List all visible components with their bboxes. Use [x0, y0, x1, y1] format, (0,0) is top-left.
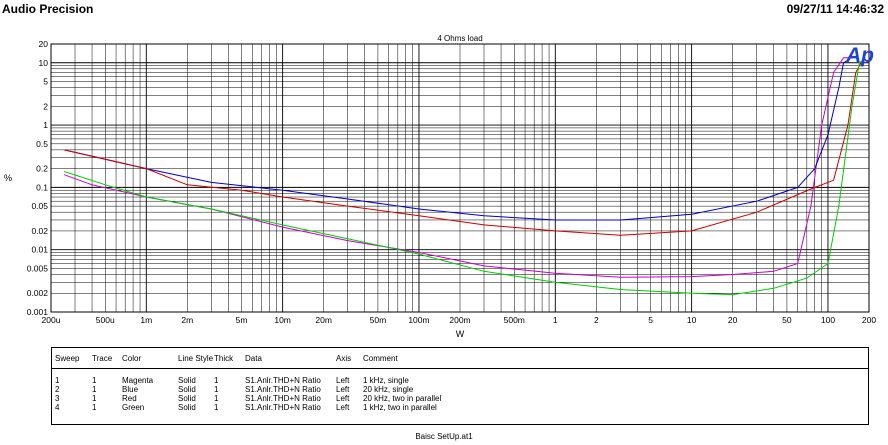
legend-cell: Color [122, 354, 142, 363]
ap-logo: Ap [845, 44, 874, 67]
legend-cell: Thick [214, 354, 234, 363]
legend-cell: Axis [336, 354, 352, 363]
legend-cell: 2 [55, 385, 60, 394]
legend-divider [52, 368, 868, 369]
legend-row: 1 1 Magenta Solid 1 S1.Anlr.THD+N Ratio Left 1 … [52, 376, 868, 386]
legend-cell: Green [122, 403, 145, 412]
legend-cell: Comment [363, 354, 398, 363]
x-tick-label: 50m [370, 315, 387, 325]
legend-cell: 20 kHz, single [363, 385, 414, 394]
legend-cell: 1 [92, 394, 97, 403]
series-line-4 [64, 59, 864, 296]
legend-table: Sweep Trace Color Line Style Thick Data Axis Co… [51, 347, 869, 425]
legend-cell: 1 kHz, single [363, 376, 409, 385]
y-tick-label: 0.2 [36, 164, 48, 174]
y-tick-label: 1 [43, 120, 48, 130]
legend-cell: 3 [55, 394, 60, 403]
x-tick-label: 200 [862, 315, 876, 325]
legend-cell: 1 [214, 403, 219, 412]
y-tick-label: 0.1 [36, 182, 48, 192]
x-tick-label: 200u [42, 315, 61, 325]
y-tick-label: 10 [39, 58, 49, 68]
legend-cell: Blue [122, 385, 139, 394]
app-title: Audio Precision [2, 2, 94, 16]
x-tick-label: 2m [181, 315, 193, 325]
legend-cell: Left [336, 385, 350, 394]
legend-header-row: Sweep Trace Color Line Style Thick Data Axis Co… [52, 354, 868, 364]
legend-cell: S1.Anlr.THD+N Ratio [245, 403, 321, 412]
legend-cell: Left [336, 403, 350, 412]
x-tick-label: 1 [553, 315, 558, 325]
tick-labels: 200u 500u 1m 2m 5m 10m 20m 50m 100m 200m 500m 1 2 5 10… [27, 39, 877, 325]
legend-cell: 1 [214, 376, 219, 385]
legend-cell: Red [122, 394, 137, 403]
x-tick-label: 20 [728, 315, 738, 325]
x-tick-label: 500m [504, 315, 525, 325]
y-tick-label: 0.005 [27, 263, 49, 273]
legend-cell: 1 [92, 385, 97, 394]
x-tick-label: 20m [315, 315, 332, 325]
y-tick-label: 20 [39, 39, 49, 49]
legend-cell: Trace [92, 354, 113, 363]
legend-cell: S1.Anlr.THD+N Ratio [245, 385, 321, 394]
chart-grid [50, 43, 870, 313]
y-tick-label: 2 [43, 101, 48, 111]
x-tick-label: 1m [140, 315, 152, 325]
legend-cell: 1 [214, 385, 219, 394]
x-tick-label: 2 [594, 315, 599, 325]
x-tick-label: 100m [408, 315, 429, 325]
legend-cell: Solid [178, 376, 196, 385]
x-tick-label: 10m [274, 315, 291, 325]
legend-cell: 1 [92, 403, 97, 412]
legend-cell: Solid [178, 394, 196, 403]
x-axis-label: W [456, 329, 465, 339]
series-line-2 [64, 59, 849, 221]
y-tick-label: 0.01 [31, 245, 48, 255]
legend-cell: 1 [214, 394, 219, 403]
legend-row: 2 1 Blue Solid 1 S1.Anlr.THD+N Ratio Left 20 kH… [52, 385, 868, 395]
series-line-3 [64, 62, 862, 236]
x-tick-label: 100 [821, 315, 835, 325]
thd-chart: 200u 500u 1m 2m 5m 10m 20m 50m 100m 200m 500m 1 2 5 10… [4, 34, 877, 339]
legend-row: 3 1 Red Solid 1 S1.Anlr.THD+N Ratio Left 20 kHz… [52, 394, 868, 404]
x-tick-label: 10 [687, 315, 697, 325]
legend-cell: Magenta [122, 376, 154, 385]
legend-cell: Solid [178, 403, 196, 412]
x-tick-label: 200m [449, 315, 470, 325]
x-tick-label: 500u [96, 315, 115, 325]
x-tick-label: 5m [236, 315, 248, 325]
y-axis-label: % [4, 173, 12, 183]
legend-cell: S1.Anlr.THD+N Ratio [245, 376, 321, 385]
y-tick-label: 0.02 [31, 226, 48, 236]
plot-frame [50, 43, 870, 313]
legend-cell: 4 [55, 403, 60, 412]
legend-cell: Sweep [55, 354, 80, 363]
y-tick-label: 0.5 [36, 139, 48, 149]
y-tick-label: 0.05 [31, 201, 48, 211]
x-tick-label: 5 [648, 315, 653, 325]
y-tick-label: 0.001 [27, 307, 49, 317]
legend-cell: S1.Anlr.THD+N Ratio [245, 394, 321, 403]
legend-cell: 1 kHz, two in parallel [363, 403, 437, 412]
y-tick-label: 5 [43, 77, 48, 87]
y-tick-label: 0.002 [27, 288, 49, 298]
legend-row: 4 1 Green Solid 1 S1.Anlr.THD+N Ratio Left 1 kH… [52, 403, 868, 413]
footer-filename: Baisc SetUp.at1 [415, 432, 473, 441]
legend-cell: Line Style [178, 354, 214, 363]
timestamp: 09/27/11 14:46:32 [786, 2, 884, 16]
chart-series [64, 57, 864, 296]
chart-title: 4 Ohms load [437, 34, 482, 43]
legend-cell: Data [245, 354, 262, 363]
legend-cell: 1 [55, 376, 60, 385]
legend-cell: 20 kHz, two in parallel [363, 394, 442, 403]
series-line-1 [64, 57, 852, 278]
legend-cell: Left [336, 376, 350, 385]
x-tick-label: 50 [782, 315, 792, 325]
legend-cell: Left [336, 394, 350, 403]
legend-cell: Solid [178, 385, 196, 394]
legend-cell: 1 [92, 376, 97, 385]
